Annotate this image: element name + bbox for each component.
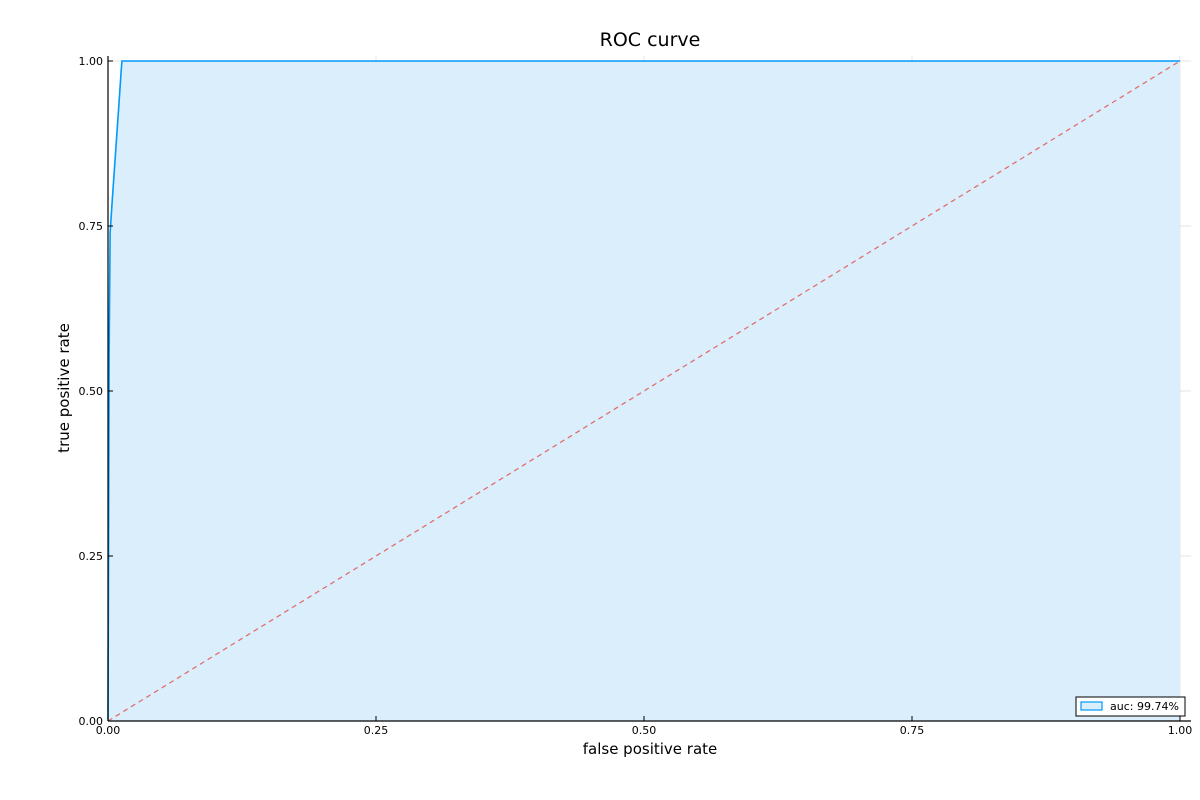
series-1-line xyxy=(107,60,1181,722)
legend-swatch xyxy=(1080,701,1103,711)
series-layer xyxy=(107,60,1181,722)
legend-label: auc: 99.74% xyxy=(1110,700,1179,713)
legend-box xyxy=(1075,696,1186,717)
y-tick-label-3: 0.75 xyxy=(79,220,104,233)
ticks-layer: 0.00 0.25 0.50 0.75 1.00 0.00 0.25 0.50 0.75 1.00 xyxy=(79,55,1193,737)
x-tick-label-2: 0.50 xyxy=(632,724,657,737)
series-0-fill xyxy=(108,61,1180,721)
chart-title: ROC curve xyxy=(600,29,701,51)
x-tick-label-0: 0.00 xyxy=(96,724,121,737)
legend: auc: 99.74% xyxy=(1075,696,1186,717)
y-tick-label-1: 0.25 xyxy=(79,550,104,563)
x-axis-label: false positive rate xyxy=(583,740,718,758)
y-tick-label-2: 0.50 xyxy=(79,385,104,398)
x-tick-label-1: 0.25 xyxy=(364,724,389,737)
y-tick-label-4: 1.00 xyxy=(79,55,104,68)
x-tick-label-4: 1.00 xyxy=(1168,724,1193,737)
y-axis-label: true positive rate xyxy=(55,323,73,453)
series-0-line xyxy=(107,60,1180,722)
x-tick-label-3: 0.75 xyxy=(900,724,925,737)
axes-layer xyxy=(107,56,1191,722)
y-tick-label-0: 0.00 xyxy=(79,715,104,728)
